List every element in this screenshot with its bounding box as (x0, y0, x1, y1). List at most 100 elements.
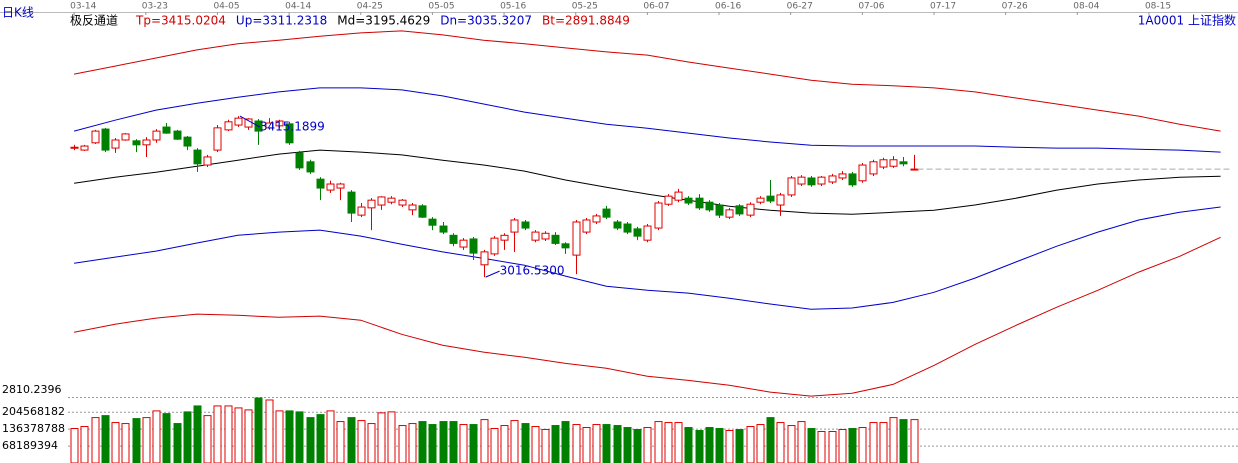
candle-body (725, 209, 734, 218)
volume-bar (848, 428, 857, 463)
candle-body (285, 123, 294, 144)
candle-body (367, 199, 376, 209)
legend-entry: Tp=3415.0204 (135, 14, 226, 28)
candle-body (459, 239, 468, 248)
candle-body (418, 205, 427, 218)
volume-bar (428, 424, 437, 463)
volume-bar (213, 405, 222, 463)
candle-body (899, 161, 908, 165)
candle-body (480, 251, 489, 266)
y-tick-label: 204568182 (2, 405, 65, 418)
candle-body (234, 117, 243, 126)
candle-body (193, 149, 202, 165)
band-line (73, 87, 1221, 153)
candle-body (162, 126, 171, 134)
candle-body (183, 136, 192, 147)
candle-body (510, 219, 519, 233)
volume-bar (357, 420, 366, 463)
volume-bar (561, 421, 570, 463)
candle-body (316, 178, 325, 189)
x-tick-label: 07-26 (1002, 2, 1028, 12)
volume-bar (244, 409, 253, 463)
candle-body (121, 133, 130, 141)
volume-bar (735, 429, 744, 463)
volume-bar (684, 427, 693, 463)
x-tick-label: 06-16 (715, 2, 741, 12)
candle-body (377, 196, 386, 206)
volume-bar (234, 407, 243, 463)
volume-bar (623, 427, 632, 463)
x-tick-label: 08-04 (1073, 2, 1099, 12)
volume-bar (705, 427, 714, 463)
volume-bar (347, 417, 356, 463)
candle-body (889, 159, 898, 167)
volume-bar (367, 423, 376, 463)
candle-body (602, 208, 611, 218)
volume-bar (910, 419, 919, 463)
candle-body (797, 176, 806, 185)
volume-bar (418, 421, 427, 463)
volume-bar (889, 417, 898, 463)
candle-body (173, 130, 182, 140)
candle-body (203, 156, 212, 166)
volume-bar (797, 421, 806, 463)
candle-body (776, 194, 785, 206)
candle-body (848, 173, 857, 186)
volume-bar (838, 429, 847, 463)
candle-body (91, 130, 100, 144)
candle-body (695, 197, 704, 209)
volume-bar (746, 426, 755, 463)
volume-bar (480, 419, 489, 463)
legend-entry: Up=3311.2318 (236, 14, 327, 28)
annotation: 3016.5300 (500, 264, 565, 278)
candle-body (428, 218, 437, 226)
volume-bar (326, 410, 335, 463)
x-tick-label: 04-14 (285, 2, 311, 12)
volume-bar (408, 423, 417, 463)
volume-bar (336, 421, 345, 463)
candle-body (152, 130, 161, 141)
candle-body (582, 219, 591, 233)
volume-bar (879, 422, 888, 463)
x-tick-label: 05-05 (428, 2, 454, 12)
price-axis-label: 2810.2396 (2, 383, 62, 396)
annotation-line (239, 115, 261, 128)
candle-body (817, 176, 826, 185)
x-tick-label: 03-23 (142, 2, 168, 12)
volume-bar (613, 425, 622, 463)
x-tick-label: 04-25 (357, 2, 383, 12)
volume-bar (91, 417, 100, 463)
volume-bar (142, 417, 151, 463)
y-tick-label: 68189394 (2, 439, 58, 452)
candle-body (613, 221, 622, 229)
candle-body (336, 183, 345, 189)
candle-body (746, 203, 755, 216)
candle-body (101, 128, 110, 151)
candle-body (735, 205, 744, 215)
band-line (74, 236, 1221, 397)
candle-body (347, 191, 356, 214)
volume-bar (295, 411, 304, 463)
x-tick-label: 05-16 (500, 2, 526, 12)
volume-bar (224, 405, 233, 463)
candle-body (561, 243, 570, 249)
volume-bar (449, 421, 458, 463)
candle-body (244, 118, 253, 128)
candle-body (326, 183, 335, 191)
candle-body (838, 173, 847, 179)
volume-bar (828, 430, 837, 463)
volume-bar (807, 428, 816, 463)
candle-body (469, 238, 478, 254)
candle-body (500, 234, 509, 241)
candle-body (858, 164, 867, 182)
volume-bar (101, 415, 110, 463)
candle-body (910, 168, 919, 171)
volume-bar (582, 427, 591, 463)
volume-bar (500, 425, 509, 463)
volume-bar (531, 426, 540, 463)
candle-body (715, 204, 724, 216)
volume-bar (725, 429, 734, 463)
candle-body (213, 127, 222, 151)
volume-bar (387, 411, 396, 463)
